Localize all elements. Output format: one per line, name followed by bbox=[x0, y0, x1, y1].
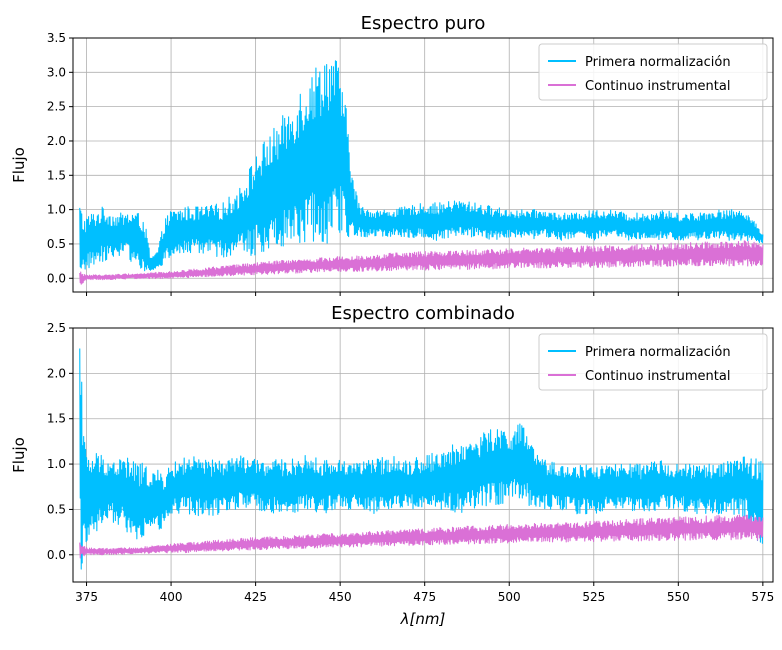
y-tick-label: 2.0 bbox=[47, 366, 66, 380]
chart-title: Espectro puro bbox=[361, 13, 486, 34]
chart-panel-2: 0.0 0.5 1.0 1.5 2.0 2.5 375 400 425 450 475 500 525 5… bbox=[10, 303, 774, 628]
x-tick-label: 475 bbox=[413, 590, 436, 604]
x-tick-label: 575 bbox=[751, 590, 774, 604]
y-tick-label: 0.0 bbox=[47, 271, 66, 285]
x-axis-label: λ[nm] bbox=[400, 610, 446, 628]
x-tick-label: 425 bbox=[244, 590, 267, 604]
legend-label-1: Primera normalización bbox=[585, 55, 731, 70]
y-tick-label: 3.0 bbox=[47, 65, 66, 79]
x-tick-label: 450 bbox=[329, 590, 352, 604]
x-tick-label: 400 bbox=[160, 590, 183, 604]
axes-frame bbox=[72, 37, 774, 293]
series-line-2 bbox=[79, 240, 764, 285]
series-group bbox=[79, 348, 764, 570]
y-tick-label: 2.5 bbox=[47, 321, 66, 335]
x-tick-label: 375 bbox=[75, 590, 98, 604]
legend-box bbox=[538, 43, 768, 101]
y-tick-label: 0.5 bbox=[47, 237, 66, 251]
legend: Primera normalización Continuo instrument… bbox=[538, 333, 768, 391]
chart-title: Espectro combinado bbox=[331, 303, 515, 324]
y-axis-label: Flujo bbox=[10, 437, 28, 473]
x-tick-label: 525 bbox=[582, 590, 605, 604]
legend: Primera normalización Continuo instrument… bbox=[538, 43, 768, 101]
legend-box bbox=[538, 333, 768, 391]
y-tick-label: 0.0 bbox=[47, 548, 66, 562]
legend-label-2: Continuo instrumental bbox=[585, 369, 730, 384]
series-line-2 bbox=[79, 514, 764, 559]
y-tick-label: 0.5 bbox=[47, 502, 66, 516]
series-group bbox=[79, 60, 764, 285]
y-tick-label: 2.0 bbox=[47, 134, 66, 148]
y-tick-label: 1.5 bbox=[47, 412, 66, 426]
y-axis-label: Flujo bbox=[10, 147, 28, 183]
chart-panel-1: 0.0 0.5 1.0 1.5 2.0 2.5 3.0 3.5 Espectro puro Flu… bbox=[10, 13, 774, 296]
y-tick-label: 3.5 bbox=[47, 31, 66, 45]
y-tick-label: 1.0 bbox=[47, 203, 66, 217]
y-tick-label: 1.5 bbox=[47, 168, 66, 182]
legend-label-2: Continuo instrumental bbox=[585, 79, 730, 94]
series-line-1 bbox=[79, 60, 764, 272]
y-tick-label: 1.0 bbox=[47, 457, 66, 471]
legend-label-1: Primera normalización bbox=[585, 345, 731, 360]
y-tick-label: 2.5 bbox=[47, 100, 66, 114]
series-line-1 bbox=[79, 348, 764, 570]
x-tick-label: 550 bbox=[667, 590, 690, 604]
x-tick-label: 500 bbox=[498, 590, 521, 604]
axes-frame bbox=[72, 327, 774, 583]
